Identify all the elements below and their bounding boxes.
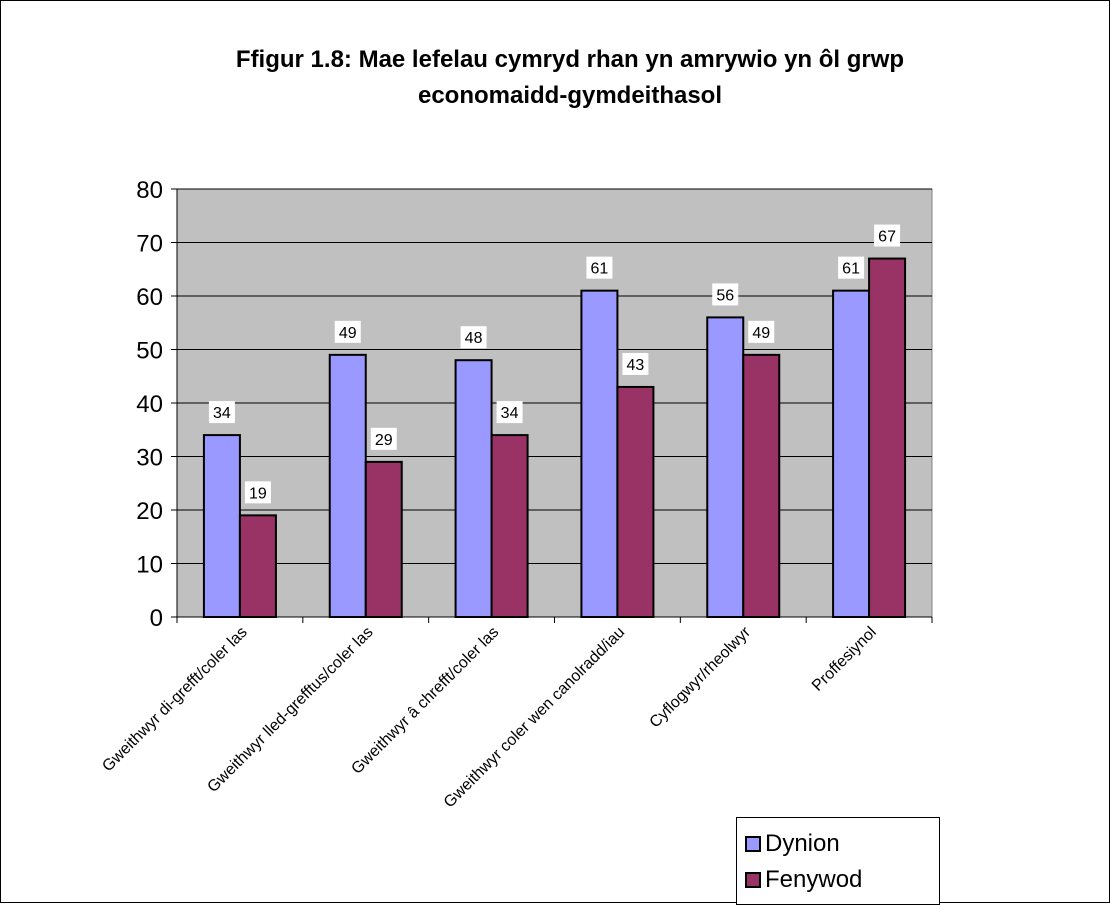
data-label-background <box>586 256 613 279</box>
y-tick-label: 30 <box>136 445 163 472</box>
legend-item-dynion: Dynion <box>745 828 840 860</box>
data-label: 49 <box>752 325 770 342</box>
bar-fenywod-3 <box>490 434 529 618</box>
data-label: 29 <box>375 432 393 449</box>
x-category-label: Proffesiynol <box>809 624 880 695</box>
data-label-background <box>748 320 775 343</box>
data-label: 48 <box>465 330 483 347</box>
bar-fenywod-5 <box>742 353 781 618</box>
bar-dynion-2 <box>328 353 367 618</box>
y-tick-label: 20 <box>136 498 163 525</box>
legend-label-fenywod: Fenywod <box>765 866 863 893</box>
bar-fenywod-2 <box>364 460 403 618</box>
data-label-background <box>838 256 865 279</box>
data-label: 43 <box>627 357 645 374</box>
data-label-background <box>370 427 397 450</box>
data-label: 61 <box>842 261 860 278</box>
y-tick-label: 0 <box>150 605 163 632</box>
bar-fenywod-1 <box>238 514 277 618</box>
bar-dynion-6 <box>832 289 871 618</box>
bar-dynion-4 <box>580 289 619 618</box>
gridlines <box>177 188 932 564</box>
y-axis-tick-labels: 0 10 20 30 40 50 60 70 80 <box>136 177 163 632</box>
data-label-background <box>244 481 271 504</box>
chart-title-line-2: economaidd-gymdeithasol <box>417 82 723 109</box>
bar-fenywod-6 <box>868 257 907 618</box>
bar-fenywod-4 <box>616 385 655 619</box>
data-label: 34 <box>213 405 231 422</box>
legend-item-fenywod: Fenywod <box>745 864 862 896</box>
legend-swatch-dynion <box>745 836 761 852</box>
data-label: 34 <box>501 405 519 422</box>
legend-label-dynion: Dynion <box>765 830 840 857</box>
data-label: 19 <box>249 485 267 502</box>
chart-title: Ffigur 1.8: Mae lefelau cymryd rhan yn a… <box>80 42 1060 114</box>
data-label: 56 <box>716 287 734 304</box>
y-tick-label: 80 <box>136 177 163 204</box>
y-tick-label: 70 <box>136 231 163 258</box>
data-label-background <box>874 224 901 247</box>
data-label-background <box>460 326 487 349</box>
x-category-label: Gweithwyr â chrefft/coler las <box>348 624 502 778</box>
y-tick-label: 10 <box>136 552 163 579</box>
data-label: 49 <box>339 325 357 342</box>
x-category-label: Gweithwyr di-grefft/coler las <box>99 624 250 775</box>
chart-title-line-1: Ffigur 1.8: Mae lefelau cymryd rhan yn a… <box>235 46 905 73</box>
bar-dynion-1 <box>202 434 241 618</box>
data-label: 67 <box>878 229 896 246</box>
bar-dynion-5 <box>706 316 745 618</box>
bar-dynion-3 <box>454 359 493 618</box>
data-label-background <box>712 283 739 306</box>
legend-swatch-fenywod <box>745 872 761 888</box>
axes <box>171 188 933 623</box>
data-label: 61 <box>591 261 609 278</box>
data-label-background <box>622 352 649 375</box>
y-tick-label: 60 <box>136 284 163 311</box>
y-tick-label: 50 <box>136 338 163 365</box>
x-category-label: Cyflogwyr/rheolwyr <box>646 623 754 731</box>
y-tick-label: 40 <box>136 391 163 418</box>
data-label-background <box>208 401 235 424</box>
data-label-background <box>334 320 361 343</box>
data-labels: 34 19 49 29 48 34 61 43 56 49 61 67 <box>208 224 901 504</box>
data-label-background <box>496 401 523 424</box>
legend: Dynion Fenywod <box>736 817 940 905</box>
